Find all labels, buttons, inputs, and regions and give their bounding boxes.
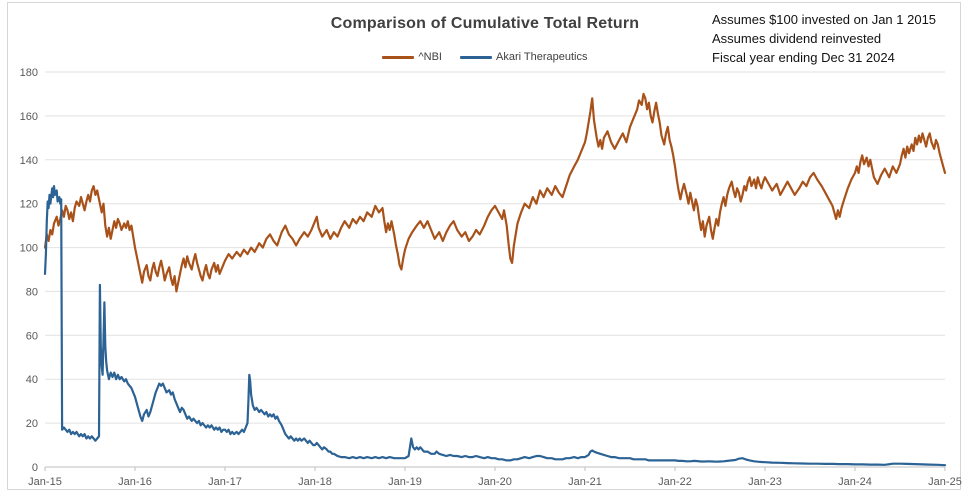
y-tick-label-120: 120 <box>20 199 38 211</box>
series-line-akari <box>43 185 947 467</box>
x-tick-label-Jan-25: Jan-25 <box>928 476 962 488</box>
y-tick-label-20: 20 <box>26 418 38 430</box>
legend-item-nbi: ^NBI <box>382 51 442 63</box>
legend-label-akari: Akari Therapeutics <box>495 51 588 63</box>
annotation-line-1: Assumes $100 invested on Jan 1 2015 <box>712 12 937 27</box>
akari-line-swatch-icon <box>459 55 492 59</box>
x-tick-label-Jan-22: Jan-22 <box>658 476 692 488</box>
legend-item-akari: Akari Therapeutics <box>459 51 588 63</box>
y-tick-label-160: 160 <box>20 111 38 123</box>
x-tick-label-Jan-20: Jan-20 <box>478 476 512 488</box>
y-tick-label-140: 140 <box>20 155 38 167</box>
legend-label-nbi: ^NBI <box>418 51 442 63</box>
x-tick-label-Jan-19: Jan-19 <box>388 476 422 488</box>
annotation-line-2: Assumes dividend reinvested <box>712 31 882 46</box>
nbi-line-swatch-icon <box>382 55 415 59</box>
chart-title: Comparison of Cumulative Total Return <box>330 15 640 32</box>
y-tick-label-60: 60 <box>26 330 38 342</box>
x-tick-label-Jan-23: Jan-23 <box>748 476 782 488</box>
x-tick-label-Jan-17: Jan-17 <box>208 476 242 488</box>
x-tick-label-Jan-24: Jan-24 <box>838 476 872 488</box>
x-tick-label-Jan-16: Jan-16 <box>118 476 152 488</box>
y-tick-label-180: 180 <box>20 67 38 79</box>
chart-legend: ^NBI Akari Therapeutics <box>0 51 970 63</box>
y-tick-label-0: 0 <box>32 462 38 474</box>
chart-annotation: Assumes $100 invested on Jan 1 2015 Assu… <box>712 10 962 67</box>
x-tick-label-Jan-15: Jan-15 <box>28 476 62 488</box>
annotation-line-3: Fiscal year ending Dec 31 2024 <box>712 50 895 65</box>
y-tick-label-100: 100 <box>20 243 38 255</box>
chart-border <box>7 2 961 490</box>
y-tick-label-80: 80 <box>26 286 38 298</box>
x-tick-label-Jan-18: Jan-18 <box>298 476 332 488</box>
y-tick-label-40: 40 <box>26 374 38 386</box>
series-line-nbi <box>43 92 947 293</box>
x-tick-label-Jan-21: Jan-21 <box>568 476 602 488</box>
